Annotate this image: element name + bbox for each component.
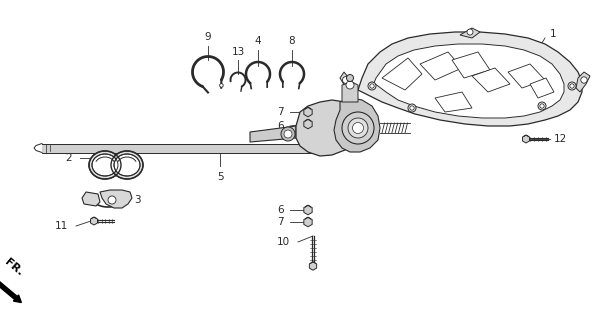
Polygon shape	[435, 92, 472, 112]
FancyArrow shape	[0, 278, 22, 302]
Text: 1: 1	[550, 29, 557, 39]
Text: 4: 4	[254, 36, 261, 46]
Polygon shape	[334, 98, 380, 152]
Bar	[42, 143, 330, 153]
Polygon shape	[82, 192, 100, 206]
Circle shape	[581, 77, 587, 83]
Circle shape	[346, 75, 354, 82]
Text: 5: 5	[217, 172, 224, 182]
Circle shape	[352, 123, 363, 133]
Circle shape	[348, 118, 368, 138]
Circle shape	[410, 106, 414, 110]
Circle shape	[342, 112, 374, 144]
Text: 8: 8	[289, 36, 295, 46]
Text: 9: 9	[205, 32, 211, 42]
Polygon shape	[309, 262, 317, 270]
Text: 13: 13	[232, 47, 245, 57]
Circle shape	[108, 196, 116, 204]
Text: 12: 12	[554, 134, 567, 144]
Text: 7: 7	[277, 217, 284, 227]
Polygon shape	[304, 205, 312, 215]
Circle shape	[284, 130, 292, 138]
Polygon shape	[508, 64, 545, 88]
Polygon shape	[342, 82, 358, 102]
Polygon shape	[91, 217, 97, 225]
Polygon shape	[530, 78, 554, 98]
Circle shape	[346, 81, 354, 89]
Polygon shape	[304, 119, 312, 129]
Polygon shape	[420, 52, 462, 80]
Polygon shape	[296, 100, 360, 156]
Ellipse shape	[89, 151, 121, 179]
Text: 3: 3	[134, 195, 140, 205]
Text: 6: 6	[277, 121, 284, 131]
Polygon shape	[382, 58, 422, 90]
Polygon shape	[372, 44, 564, 118]
Text: 2: 2	[65, 153, 72, 163]
Polygon shape	[250, 126, 296, 142]
Text: 10: 10	[277, 237, 290, 247]
Circle shape	[408, 104, 416, 112]
Polygon shape	[358, 32, 582, 126]
Ellipse shape	[114, 154, 140, 176]
Text: 7: 7	[277, 107, 284, 117]
Circle shape	[467, 29, 473, 35]
Polygon shape	[576, 72, 590, 92]
Polygon shape	[100, 190, 132, 208]
Text: 11: 11	[55, 221, 68, 231]
Circle shape	[370, 84, 374, 88]
Text: 6: 6	[277, 205, 284, 215]
Polygon shape	[452, 52, 490, 78]
Polygon shape	[522, 135, 530, 143]
Circle shape	[568, 82, 576, 90]
Circle shape	[570, 84, 574, 88]
Polygon shape	[304, 107, 312, 117]
Circle shape	[220, 84, 223, 87]
Ellipse shape	[92, 154, 118, 176]
Circle shape	[540, 104, 544, 108]
Polygon shape	[340, 72, 356, 96]
Circle shape	[281, 127, 295, 141]
Polygon shape	[304, 217, 312, 227]
Circle shape	[538, 102, 546, 110]
Polygon shape	[472, 68, 510, 92]
Circle shape	[368, 82, 376, 90]
Circle shape	[342, 76, 349, 84]
Ellipse shape	[111, 151, 143, 179]
Text: FR.: FR.	[2, 257, 25, 278]
Polygon shape	[460, 28, 480, 38]
